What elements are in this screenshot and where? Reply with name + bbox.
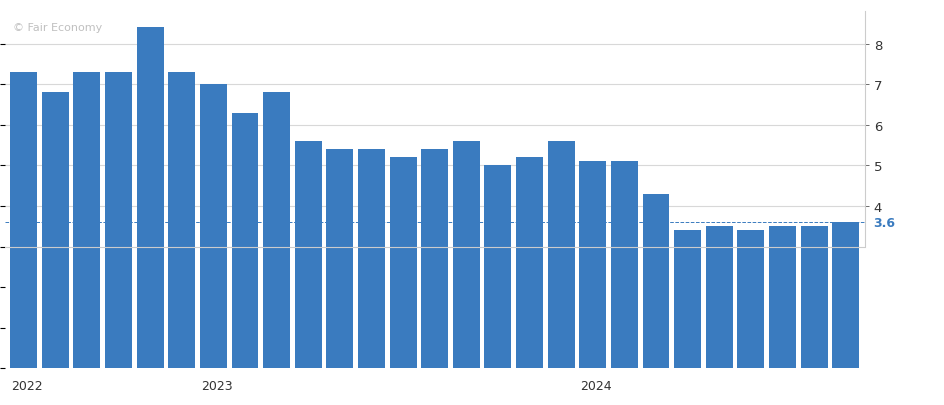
Bar (358, 150, 384, 369)
Bar (326, 150, 353, 369)
Bar (611, 162, 637, 369)
Bar (768, 227, 795, 369)
Bar (673, 231, 700, 369)
Text: 2023: 2023 (200, 379, 232, 392)
Bar (42, 93, 69, 369)
Text: © Fair Economy: © Fair Economy (13, 23, 103, 33)
Bar (642, 194, 668, 369)
Bar (548, 142, 574, 369)
Bar (452, 142, 480, 369)
Bar (74, 73, 100, 369)
Bar (515, 158, 543, 369)
Bar (200, 85, 227, 369)
Text: 2024: 2024 (580, 379, 611, 392)
Bar (389, 158, 416, 369)
Bar (579, 162, 605, 369)
Bar (295, 142, 321, 369)
Bar (421, 150, 447, 369)
Bar (800, 227, 827, 369)
Bar (10, 73, 37, 369)
Bar (263, 93, 290, 369)
Bar (137, 28, 163, 369)
Bar (105, 73, 132, 369)
Text: 2022: 2022 (11, 379, 42, 392)
Text: 3.6: 3.6 (872, 216, 894, 229)
Bar (832, 223, 858, 369)
Bar (705, 227, 732, 369)
Bar (168, 73, 195, 369)
Bar (231, 113, 258, 369)
Bar (736, 231, 764, 369)
Bar (484, 166, 511, 369)
